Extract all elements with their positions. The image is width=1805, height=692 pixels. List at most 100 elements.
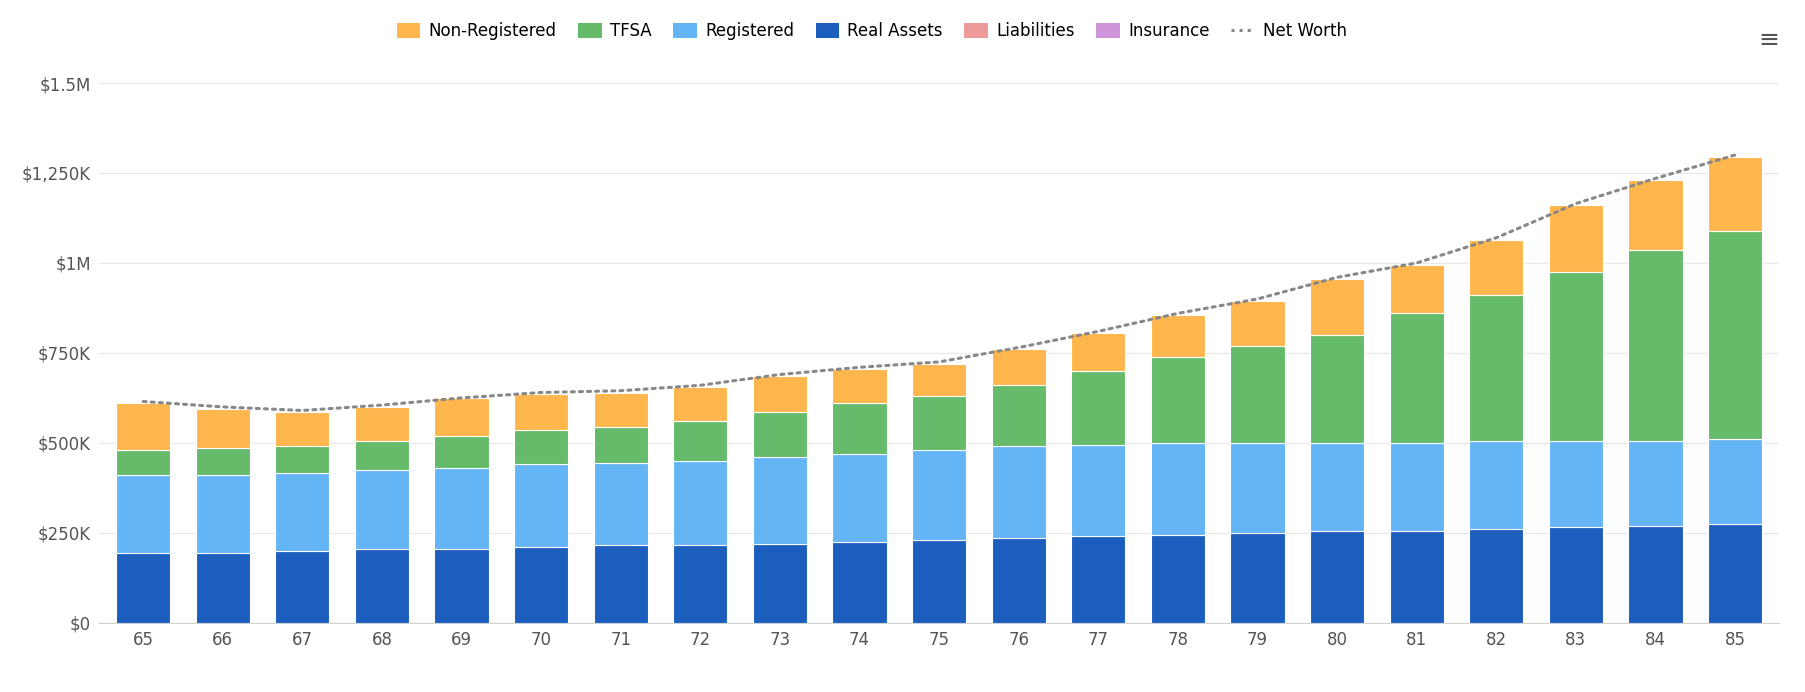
Bar — [116, 403, 170, 450]
Net Worth — [690, 381, 711, 390]
Bar — [1070, 333, 1125, 371]
Bar — [912, 450, 966, 540]
Bar — [1628, 180, 1682, 251]
Net Worth — [1087, 327, 1108, 336]
Bar — [195, 475, 249, 553]
Bar — [195, 409, 249, 448]
Bar — [116, 553, 170, 623]
Bar — [1229, 533, 1283, 623]
Bar — [1708, 230, 1762, 439]
Bar — [435, 549, 489, 623]
Bar — [274, 446, 329, 473]
Bar — [435, 436, 489, 468]
Bar — [1628, 251, 1682, 441]
Bar — [1628, 441, 1682, 526]
Bar — [1229, 301, 1283, 346]
Bar — [594, 545, 648, 623]
Bar — [912, 364, 966, 396]
Bar — [1388, 313, 1442, 443]
Bar — [1309, 335, 1363, 443]
Bar — [514, 547, 569, 623]
Bar — [514, 464, 569, 547]
Bar — [1150, 443, 1204, 535]
Net Worth — [928, 358, 949, 366]
Bar — [1469, 441, 1523, 529]
Bar — [435, 468, 489, 549]
Bar — [116, 475, 170, 553]
Bar — [991, 538, 1045, 623]
Bar — [832, 369, 886, 403]
Bar — [1150, 315, 1204, 356]
Bar — [274, 551, 329, 623]
Bar — [354, 470, 408, 549]
Bar — [1388, 443, 1442, 531]
Bar — [832, 542, 886, 623]
Bar — [912, 396, 966, 450]
Bar — [1549, 441, 1603, 527]
Bar — [594, 463, 648, 545]
Net Worth — [1565, 199, 1587, 208]
Legend: Non-Registered, TFSA, Registered, Real Assets, Liabilities, Insurance, Net Worth: Non-Registered, TFSA, Registered, Real A… — [390, 16, 1352, 47]
Bar — [354, 441, 408, 470]
Bar — [991, 349, 1045, 385]
Bar — [991, 385, 1045, 446]
Bar — [673, 421, 727, 461]
Bar — [1549, 527, 1603, 623]
Bar — [832, 403, 886, 454]
Bar — [1628, 526, 1682, 623]
Bar — [116, 450, 170, 475]
Bar — [354, 549, 408, 623]
Net Worth — [1644, 174, 1666, 183]
Net Worth — [610, 387, 632, 395]
Bar — [1309, 443, 1363, 531]
Bar — [1549, 272, 1603, 441]
Bar — [514, 394, 569, 430]
Bar — [1070, 536, 1125, 623]
Bar — [274, 412, 329, 446]
Bar — [673, 545, 727, 623]
Bar — [195, 448, 249, 475]
Bar — [1070, 371, 1125, 445]
Bar — [1388, 531, 1442, 623]
Bar — [753, 457, 807, 544]
Net Worth — [211, 403, 233, 411]
Net Worth — [291, 406, 312, 415]
Bar — [435, 398, 489, 436]
Net Worth — [1724, 151, 1745, 159]
Bar — [594, 427, 648, 463]
Bar — [1150, 356, 1204, 443]
Bar — [753, 544, 807, 623]
Bar — [1309, 531, 1363, 623]
Net Worth — [132, 397, 153, 406]
Net Worth — [769, 370, 791, 379]
Net Worth — [1166, 309, 1188, 318]
Bar — [1150, 535, 1204, 623]
Bar — [1549, 206, 1603, 272]
Bar — [1070, 445, 1125, 536]
Bar — [673, 461, 727, 545]
Bar — [195, 553, 249, 623]
Bar — [514, 430, 569, 464]
Net Worth — [1325, 273, 1347, 282]
Bar — [354, 407, 408, 441]
Net Worth — [1007, 343, 1029, 352]
Net Worth — [1486, 234, 1507, 242]
Bar — [1469, 529, 1523, 623]
Bar — [1229, 443, 1283, 533]
Bar — [753, 412, 807, 457]
Bar — [753, 376, 807, 412]
Net Worth — [1245, 295, 1267, 303]
Net Worth — [531, 388, 552, 397]
Text: ≡: ≡ — [1756, 28, 1778, 52]
Net Worth — [848, 363, 870, 372]
Line: Net Worth: Net Worth — [143, 155, 1735, 410]
Bar — [1469, 239, 1523, 295]
Bar — [1309, 279, 1363, 335]
Bar — [1229, 346, 1283, 443]
Bar — [274, 473, 329, 551]
Bar — [1388, 265, 1442, 313]
Bar — [673, 387, 727, 421]
Bar — [832, 454, 886, 542]
Bar — [912, 540, 966, 623]
Net Worth — [451, 394, 473, 402]
